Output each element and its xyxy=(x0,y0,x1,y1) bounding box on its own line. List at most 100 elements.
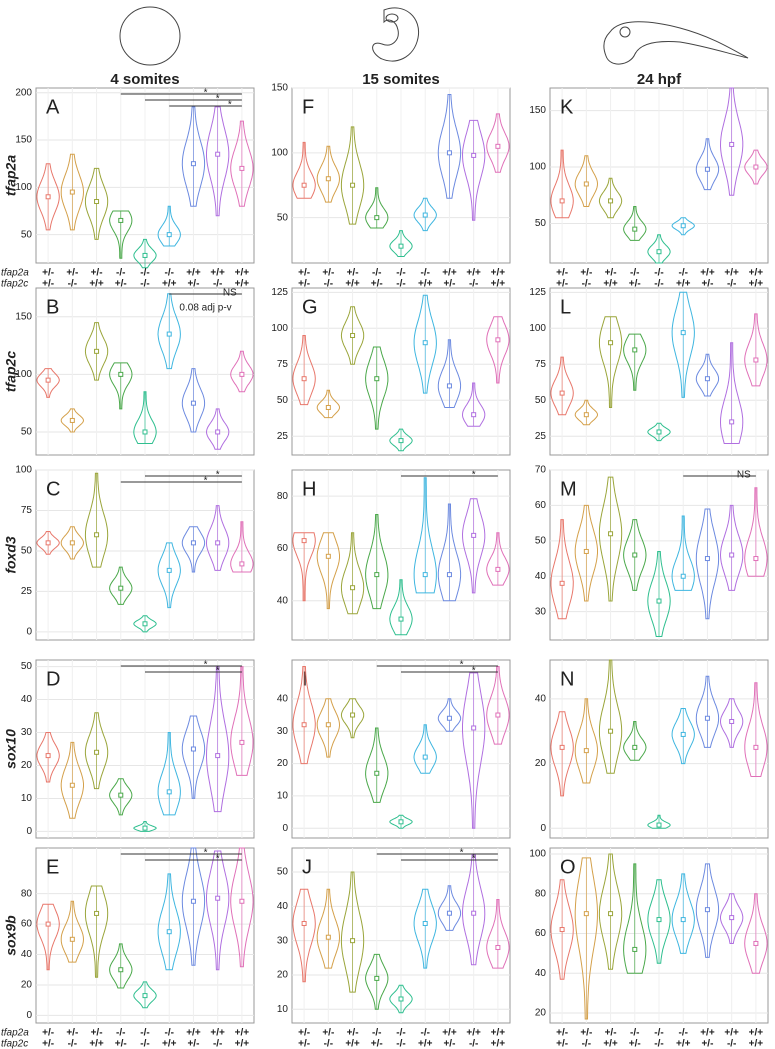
genotype-label: -/- xyxy=(396,1039,405,1049)
median-marker xyxy=(656,822,662,828)
median-marker xyxy=(422,754,428,760)
median-marker xyxy=(680,223,686,229)
genotype-label: +/+ xyxy=(491,1028,506,1039)
violin xyxy=(598,316,623,408)
violin xyxy=(109,778,133,816)
violin xyxy=(365,346,389,430)
median-marker xyxy=(239,739,245,745)
genotype-label: -/- xyxy=(140,1039,149,1049)
median-marker xyxy=(350,938,356,944)
genotype-label: +/- xyxy=(629,279,641,290)
median-marker xyxy=(45,540,51,546)
median-marker xyxy=(632,347,638,353)
genotype-label: -/- xyxy=(116,1028,125,1039)
median-marker xyxy=(325,934,331,940)
median-marker xyxy=(704,166,710,172)
y-tick-label: 150 xyxy=(15,135,32,146)
median-marker xyxy=(69,782,75,788)
median-marker xyxy=(166,789,172,795)
violin xyxy=(36,368,60,398)
genotype-row-name: tfap2c xyxy=(1,279,28,290)
y-tick-label: 20 xyxy=(21,980,33,991)
violin xyxy=(437,94,462,199)
violin xyxy=(340,871,365,993)
median-marker xyxy=(753,357,759,363)
median-marker xyxy=(215,753,221,759)
violin xyxy=(157,293,181,370)
median-marker xyxy=(471,412,477,418)
median-marker xyxy=(69,540,75,546)
violin xyxy=(647,814,671,829)
median-marker xyxy=(325,722,331,728)
genotype-label: +/+ xyxy=(418,1039,433,1049)
genotype-label: +/+ xyxy=(418,279,433,290)
y-tick-label: 150 xyxy=(271,83,288,94)
violin xyxy=(437,885,462,931)
stage-title: 15 somites xyxy=(362,71,440,88)
violin xyxy=(389,984,413,1014)
median-marker xyxy=(446,910,452,916)
violin xyxy=(292,532,316,602)
y-tick-label: 25 xyxy=(535,431,547,442)
violin xyxy=(316,698,341,758)
y-tick-label: 30 xyxy=(21,727,33,738)
violin xyxy=(574,857,599,1020)
y-tick-label: 75 xyxy=(535,359,547,370)
genotype-label: +/- xyxy=(42,1028,54,1039)
violin xyxy=(340,698,365,739)
violin xyxy=(181,368,206,433)
median-marker xyxy=(422,920,428,926)
violin xyxy=(133,238,157,269)
panel-letter: E xyxy=(46,856,59,878)
median-marker xyxy=(422,212,428,218)
median-marker xyxy=(704,376,710,382)
violin xyxy=(695,138,720,191)
genotype-label: -/- xyxy=(420,1028,429,1039)
y-tick-label: 50 xyxy=(277,212,289,223)
y-tick-label: 30 xyxy=(277,935,289,946)
genotype-label: -/- xyxy=(164,268,173,279)
violin xyxy=(623,721,647,761)
panel-letter: C xyxy=(46,478,60,500)
genotype-label: -/- xyxy=(654,268,663,279)
violin xyxy=(60,526,85,560)
violin xyxy=(60,153,85,231)
violin xyxy=(36,903,60,971)
y-tick-label: 200 xyxy=(15,87,32,98)
median-marker xyxy=(118,967,124,973)
genotype-label: -/- xyxy=(213,279,222,290)
violin xyxy=(340,532,365,615)
violin xyxy=(316,888,341,969)
y-tick-label: 150 xyxy=(529,105,546,116)
median-marker xyxy=(753,556,759,562)
y-tick-label: 40 xyxy=(535,571,547,582)
violin xyxy=(230,847,254,968)
genotype-label: +/+ xyxy=(700,268,715,279)
genotype-label: -/- xyxy=(396,1028,405,1039)
significance-label: * xyxy=(216,854,220,865)
median-marker xyxy=(239,371,245,377)
genotype-label: +/- xyxy=(443,1039,455,1049)
y-tick-label: 20 xyxy=(535,1008,547,1019)
median-marker xyxy=(729,552,735,558)
violin xyxy=(84,472,109,568)
annotation-note: 0.08 adj p-v xyxy=(179,303,231,314)
y-tick-label: 50 xyxy=(535,218,547,229)
median-marker xyxy=(656,249,662,255)
median-marker xyxy=(632,552,638,558)
genotype-label: +/- xyxy=(556,1039,568,1049)
median-marker xyxy=(632,946,638,952)
y-tick-label: 50 xyxy=(21,229,33,240)
median-marker xyxy=(704,715,710,721)
violin xyxy=(206,850,230,971)
genotype-label: +/- xyxy=(629,1039,641,1049)
median-marker xyxy=(608,531,614,537)
median-marker xyxy=(608,340,614,346)
median-marker xyxy=(583,548,589,554)
genotype-label: +/- xyxy=(42,1039,54,1049)
median-marker xyxy=(729,141,735,147)
violin xyxy=(671,708,695,765)
significance-label: NS xyxy=(223,288,237,299)
embryo-15-somites xyxy=(372,7,420,62)
